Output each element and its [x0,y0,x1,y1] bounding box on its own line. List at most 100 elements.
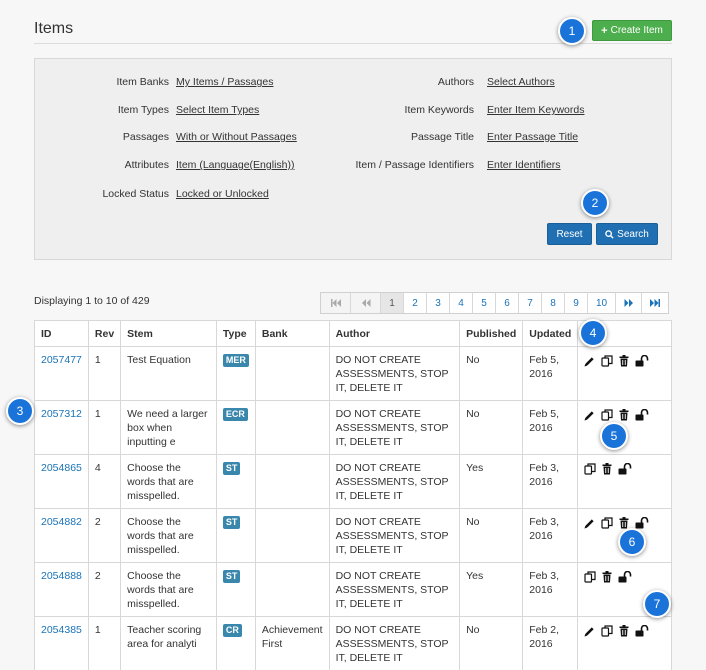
row-actions [584,353,665,367]
page-8[interactable]: 8 [542,293,565,313]
trash-icon[interactable] [602,463,612,475]
cell-updated: Feb 3, 2016 [522,562,579,617]
last-page-icon[interactable] [642,293,668,313]
unlock-icon[interactable] [635,625,649,637]
page-7[interactable]: 7 [519,293,542,313]
page-3[interactable]: 3 [427,293,450,313]
filter-identifiers[interactable]: Enter Identifiers [487,159,561,171]
table-row[interactable]: 2057477 1 Test Equation MER DO NOT CREATE AS… [34,346,672,401]
trash-icon[interactable] [602,571,612,583]
callout-badge-1: 1 [558,17,586,45]
trash-icon[interactable] [619,355,629,367]
search-button[interactable]: Search [596,223,658,245]
unlock-icon[interactable] [635,355,649,367]
table-row[interactable]: 2054882 2 Choose the words that are misspe… [34,508,672,563]
copy-icon[interactable] [601,409,613,421]
unlock-icon[interactable] [618,571,632,583]
filter-label-attributes: Attributes [124,159,169,171]
first-page-icon[interactable] [321,293,351,313]
column-header-rev[interactable]: Rev [87,320,122,347]
results-summary: Displaying 1 to 10 of 429 [34,295,150,307]
cell-type: ECR [215,400,256,455]
cell-published: No [459,616,524,670]
copy-icon[interactable] [584,463,596,475]
trash-icon[interactable] [619,517,629,529]
page-5[interactable]: 5 [473,293,496,313]
item-id-link[interactable]: 2057312 [41,408,82,420]
column-header-author[interactable]: Author [328,320,461,347]
column-header-id[interactable]: ID [34,320,89,347]
filter-label-identifiers: Item / Passage Identifiers [355,159,474,171]
pencil-icon[interactable] [584,518,595,529]
page-4[interactable]: 4 [450,293,473,313]
table-row[interactable]: 2054385 1 Teacher scoring area for analyti… [34,616,672,670]
pencil-icon[interactable] [584,356,595,367]
item-id-link[interactable]: 2054882 [41,516,82,528]
table-row[interactable]: 2057312 1 We need a larger box when inputt… [34,400,672,455]
column-header-updated[interactable]: Updated [522,320,579,347]
filter-label-locked-status: Locked Status [102,188,169,200]
filter-attributes[interactable]: Item (Language(English)) [176,159,295,171]
cell-id: 2054888 [34,562,89,617]
filter-label-passages: Passages [122,131,169,143]
page-2[interactable]: 2 [404,293,427,313]
cell-id: 2054385 [34,616,89,670]
cell-stem: Choose the words that are misspelled. [120,508,217,563]
copy-icon[interactable] [584,571,596,583]
page-9[interactable]: 9 [565,293,588,313]
cell-published: Yes [459,454,524,509]
unlock-icon[interactable] [618,463,632,475]
cell-stem: Choose the words that are misspelled. [120,454,217,509]
pencil-icon[interactable] [584,626,595,637]
item-id-link[interactable]: 2054385 [41,624,82,636]
column-header-stem[interactable]: Stem [120,320,217,347]
pencil-icon[interactable] [584,410,595,421]
table-header-row: ID Rev Stem Type Bank Author Published U… [34,320,672,347]
create-item-button[interactable]: + Create Item [592,20,672,41]
unlock-icon[interactable] [635,517,649,529]
filter-item-banks[interactable]: My Items / Passages [176,76,274,88]
cell-stem: We need a larger box when inputting e [120,400,217,455]
copy-icon[interactable] [601,517,613,529]
column-header-bank[interactable]: Bank [254,320,330,347]
cell-rev: 1 [87,346,122,401]
next-page-icon[interactable] [616,293,642,313]
page-6[interactable]: 6 [496,293,519,313]
cell-author: DO NOT CREATE ASSESSMENTS, STOP IT, DELE… [328,562,461,617]
type-badge: ST [222,516,241,529]
page-title: Items [34,20,74,37]
filter-passages[interactable]: With or Without Passages [176,131,297,143]
trash-icon[interactable] [619,625,629,637]
cell-stem: Teacher scoring area for analyti [120,616,217,670]
filter-label-item-keywords: Item Keywords [404,104,474,116]
trash-icon[interactable] [619,409,629,421]
item-id-link[interactable]: 2054865 [41,462,82,474]
table-row[interactable]: 2054888 2 Choose the words that are misspe… [34,562,672,617]
column-header-type[interactable]: Type [215,320,256,347]
cell-rev: 1 [87,616,122,670]
copy-icon[interactable] [601,625,613,637]
column-header-published[interactable]: Published [459,320,524,347]
prev-page-icon[interactable] [351,293,381,313]
filter-locked-status[interactable]: Locked or Unlocked [176,188,269,200]
cell-rev: 2 [87,562,122,617]
filter-label-item-types: Item Types [117,104,169,116]
callout-badge-5: 5 [600,422,628,450]
filter-passage-title[interactable]: Enter Passage Title [487,131,579,143]
page-1[interactable]: 1 [381,293,404,313]
reset-button[interactable]: Reset [547,223,592,245]
page-10[interactable]: 10 [588,293,616,313]
table-row[interactable]: 2054865 4 Choose the words that are misspe… [34,454,672,509]
copy-icon[interactable] [601,355,613,367]
item-id-link[interactable]: 2054888 [41,570,82,582]
filter-authors[interactable]: Select Authors [487,76,555,88]
row-actions [584,569,665,583]
filter-item-keywords[interactable]: Enter Item Keywords [487,104,585,116]
cell-type: ST [215,562,256,617]
unlock-icon[interactable] [635,409,649,421]
callout-badge-6: 6 [618,528,646,556]
item-id-link[interactable]: 2057477 [41,354,82,366]
filter-item-types[interactable]: Select Item Types [176,104,260,116]
cell-type: CR [215,616,256,670]
callout-badge-2: 2 [581,189,609,217]
